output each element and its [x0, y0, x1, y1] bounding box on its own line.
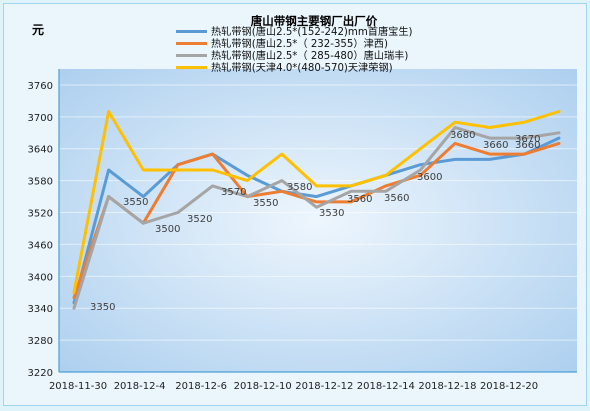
series-line-1 [72, 136, 561, 305]
legend-label-4: 热轧带钢(天津4.0*(480-570)天津荣钢) [211, 61, 393, 74]
data-label: 3560 [384, 193, 409, 204]
y-axis-unit-label: 元 [32, 23, 44, 37]
x-tick-label: 2018-12-12 [295, 381, 353, 392]
legend-label-1: 热轧带钢(唐山2.5*(152-242)mm首唐宝生) [211, 25, 413, 38]
x-tick-label: 2018-12-10 [234, 381, 292, 392]
data-label: 3680 [450, 130, 475, 141]
x-tick-label: 2018-12-18 [418, 381, 476, 392]
data-label: 3350 [90, 302, 115, 313]
series-line-4 [72, 110, 561, 294]
x-tick-label: 2018-12-20 [480, 381, 538, 392]
data-label: 3530 [319, 208, 344, 219]
data-label: 3550 [253, 198, 278, 209]
y-tick-label: 3700 [28, 113, 53, 124]
x-tick-label: 2018-12-14 [357, 381, 415, 392]
data-label: 3580 [287, 182, 312, 193]
chart-title: 唐山带钢主要钢厂出厂价 [250, 14, 378, 28]
data-label: 3500 [155, 224, 180, 235]
x-tick-label: 2018-11-30 [49, 381, 107, 392]
line-chart: 3220 3280 3340 3400 3460 3520 3580 3640 3700 3760… [28, 14, 577, 392]
y-tick-label: 3340 [28, 304, 53, 315]
plot-area [59, 69, 577, 372]
y-tick-label: 3280 [28, 336, 53, 347]
legend-label-3: 热轧带钢(唐山2.5*（ 285-480）唐山瑞丰) [211, 49, 408, 62]
data-label: 3520 [187, 214, 212, 225]
data-label: 3600 [417, 172, 442, 183]
data-label: 3550 [123, 197, 148, 208]
y-tick-label: 3580 [28, 177, 53, 188]
series-line-2 [72, 141, 561, 300]
data-label: 3670 [515, 134, 540, 145]
legend-label-2: 热轧带钢(唐山2.5*（ 232-355）津西) [211, 37, 388, 50]
data-label: 3660 [515, 140, 540, 151]
y-tick-label: 3220 [28, 368, 53, 379]
data-label: 3570 [221, 187, 246, 198]
data-label: 3560 [347, 194, 372, 205]
x-tick-label: 2018-12-6 [175, 381, 227, 392]
y-tick-label: 3520 [28, 209, 53, 220]
series-line-3 [72, 126, 561, 310]
y-tick-label: 3400 [28, 272, 53, 283]
y-tick-label: 3460 [28, 240, 53, 251]
data-label: 3660 [483, 140, 508, 151]
y-tick-label: 3760 [28, 81, 53, 92]
x-tick-label: 2018-12-4 [114, 381, 166, 392]
chart-frame: 3220 3280 3340 3400 3460 3520 3580 3640 3700 3760… [3, 3, 587, 406]
y-tick-label: 3640 [28, 145, 53, 156]
